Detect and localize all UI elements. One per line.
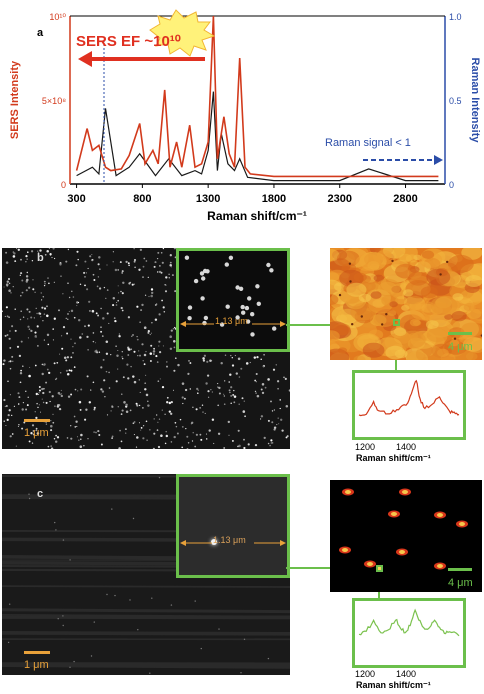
- y-axis-right-label: Raman Intensity: [469, 58, 481, 144]
- sers-series-line: [75, 15, 439, 178]
- panel-c-dim-arrows: [180, 540, 286, 546]
- y-left-tick-label: 5×10⁸: [42, 96, 66, 106]
- raman-annotation: Raman signal < 1: [325, 137, 411, 149]
- y-axis-left-label: SERS Intensity: [9, 60, 21, 139]
- panel-c-map-scalebar: [448, 568, 472, 571]
- panel-b-raman-map: 4 μm: [330, 248, 482, 360]
- panel-c-spectrum-tick-1200: 1200: [355, 669, 376, 679]
- spectrum-line: [358, 608, 460, 637]
- panel-c-scalebar: [24, 651, 50, 654]
- panel-c-spectrum-tick-1400: 1400: [396, 669, 417, 679]
- starburst-icon: [149, 9, 216, 57]
- panel-c-map-scale-label: 4 μm: [448, 577, 473, 589]
- x-tick-label: 300: [67, 193, 85, 205]
- y-right-tick-label: 1.0: [449, 12, 462, 22]
- x-tick-label: 1800: [262, 193, 286, 205]
- panel-b-map-point: [393, 319, 400, 326]
- panel-a-chart: a 300 800 1300 1800 2300 2800 0 5×10⁸ 10¹⁰ 0 0.5…: [9, 9, 481, 223]
- panel-b-spectrum-tick-1400: 1400: [396, 442, 417, 452]
- x-tick-label: 800: [133, 193, 151, 205]
- panel-b-map-scale-label: 4 μm: [448, 341, 473, 353]
- panel-b-spectrum-xlabel: Raman shift/cm⁻¹: [356, 453, 431, 463]
- panel-b-spectrum: [358, 379, 460, 417]
- panel-b-dim-arrows: [180, 321, 286, 327]
- y-right-tick-label: 0: [449, 180, 454, 190]
- panel-a-label: a: [37, 27, 44, 39]
- raman-series-line: [76, 91, 439, 182]
- panel-b-scale-label: 1 μm: [24, 427, 49, 439]
- panel-c-inset: [176, 474, 290, 578]
- panel-b-spectrum-box: [352, 370, 466, 440]
- y-left-tick-label: 10¹⁰: [49, 12, 66, 22]
- panel-c-spectrum: [358, 608, 460, 637]
- spectrum-line: [358, 379, 460, 417]
- panel-b-label: b: [37, 252, 44, 264]
- raman-arrow-head: [434, 155, 443, 165]
- x-tick-label: 1300: [196, 193, 220, 205]
- x-tick-label: 2300: [327, 193, 351, 205]
- panel-c-scale-label: 1 μm: [24, 659, 49, 671]
- panel-b-particles: [2, 248, 290, 449]
- y-right-tick-label: 0.5: [449, 96, 462, 106]
- panel-c-spectrum-box: [352, 598, 466, 668]
- panel-c-raman-map: 4 μm: [330, 480, 482, 592]
- panel-c-map-point: [376, 565, 383, 572]
- panel-b-inset-particles: [184, 255, 277, 337]
- panel-c-spectrum-xlabel: Raman shift/cm⁻¹: [356, 680, 431, 690]
- y-left-tick-label: 0: [61, 180, 66, 190]
- x-tick-label: 2800: [393, 193, 417, 205]
- ef-annotation: SERS EF ~10¹⁰: [76, 33, 181, 50]
- panel-b-scalebar: [24, 419, 50, 422]
- ef-arrow-head: [78, 51, 92, 67]
- panel-c-label: c: [37, 488, 44, 500]
- panel-c-inset-dimension: 1.13 μm: [213, 535, 246, 545]
- panel-c-single-particle: [211, 539, 217, 545]
- panel-b-inset: [176, 248, 290, 352]
- x-axis-label: Raman shift/cm⁻¹: [207, 209, 307, 223]
- panel-b-map-scalebar: [448, 332, 472, 335]
- panel-b-inset-dimension: 1.13 μm: [215, 316, 248, 326]
- panel-b-spectrum-tick-1200: 1200: [355, 442, 376, 452]
